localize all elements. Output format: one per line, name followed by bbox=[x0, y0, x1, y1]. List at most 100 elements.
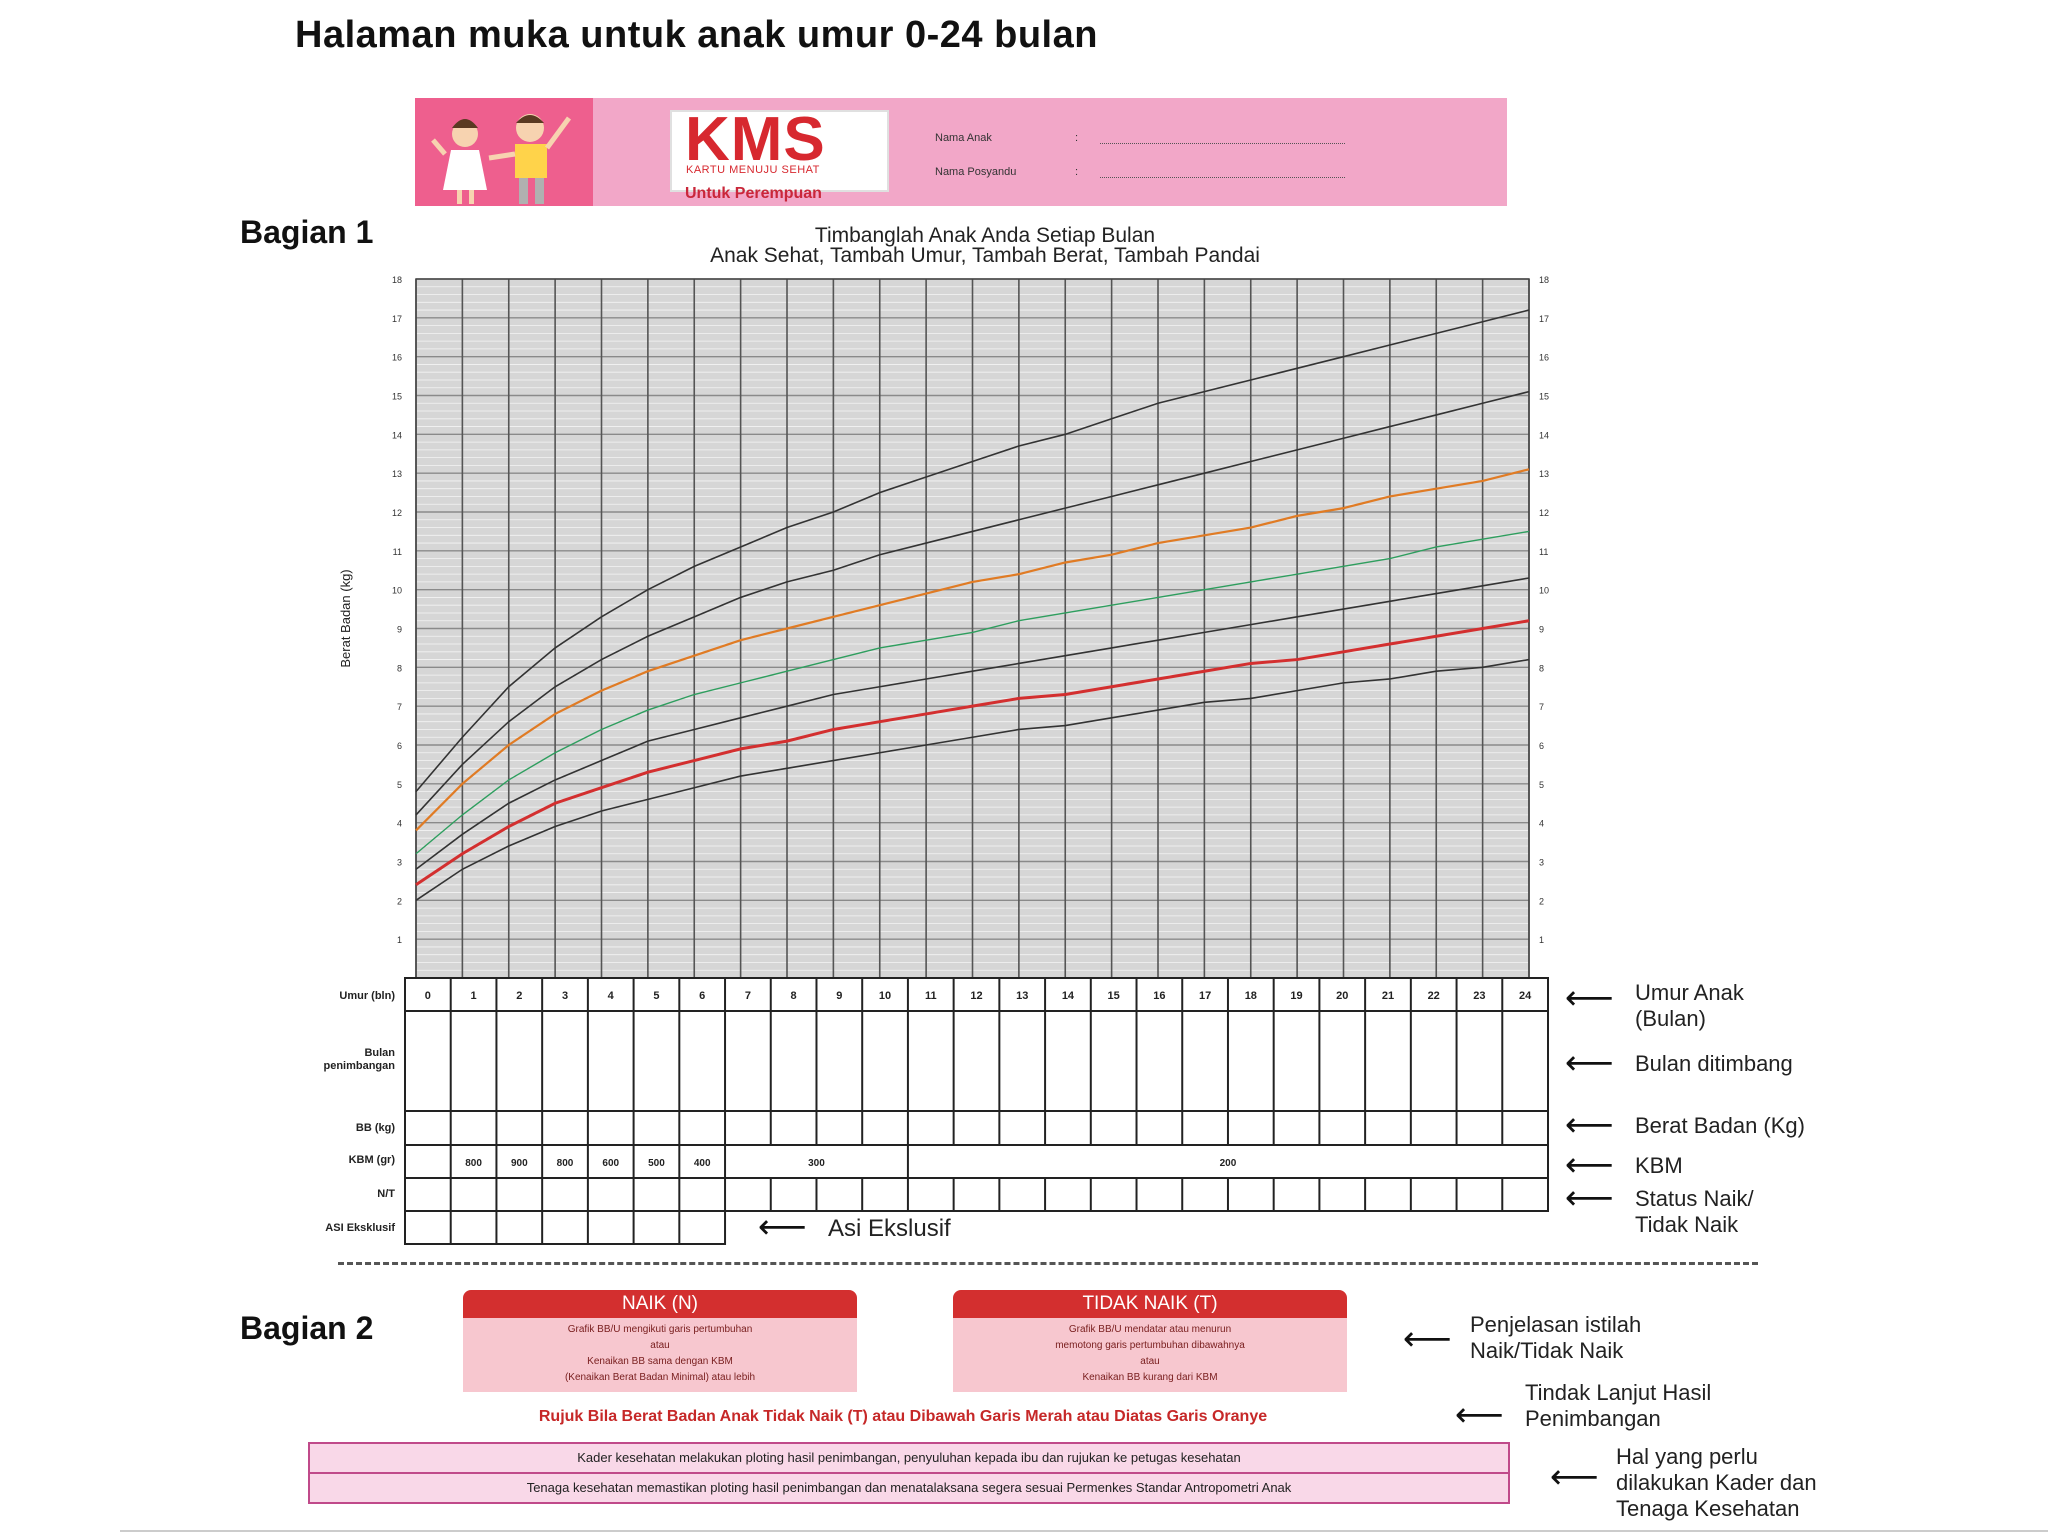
y-tick-label: 3 bbox=[397, 858, 402, 868]
annot-bulan-ditimbang: Bulan ditimbang bbox=[1635, 1051, 1793, 1076]
y-tick-label: 15 bbox=[1539, 392, 1549, 402]
y-tick-label: 4 bbox=[397, 819, 402, 829]
y-tick-label: 16 bbox=[392, 353, 402, 363]
month-label: 3 bbox=[562, 990, 568, 1002]
row-label-bulan: Bulan penimbangan bbox=[323, 1047, 395, 1072]
field-label-nama-anak: Nama Anak bbox=[935, 132, 992, 144]
month-label: 8 bbox=[791, 990, 797, 1002]
tidak-naik-line2: memotong garis pertumbuhan dibawahnya bbox=[1055, 1340, 1245, 1351]
field-input-nama-posyandu[interactable] bbox=[1100, 167, 1345, 178]
table-row bbox=[404, 1177, 1549, 1212]
y-tick-label: 14 bbox=[1539, 430, 1549, 440]
annot-status-1: Status Naik/ bbox=[1635, 1186, 1754, 1211]
growth-curve-2 bbox=[415, 390, 1530, 816]
growth-curve-4 bbox=[415, 530, 1530, 855]
growth-curve-7 bbox=[415, 658, 1530, 901]
tidak-naik-line1: Grafik BB/U mendatar atau menurun bbox=[1068, 1324, 1232, 1335]
kbm-value: 800 bbox=[465, 1158, 482, 1169]
tidak-naik-body: Grafik BB/U mendatar atau menurun memoto… bbox=[953, 1318, 1347, 1392]
y-tick-label: 3 bbox=[1539, 858, 1544, 868]
growth-curve-5 bbox=[415, 577, 1530, 870]
month-label: 22 bbox=[1428, 990, 1440, 1002]
table-row bbox=[404, 977, 1549, 1012]
y-tick-label: 13 bbox=[1539, 469, 1549, 479]
annot-penjelasan-1: Penjelasan istilah bbox=[1470, 1312, 1642, 1337]
y-tick-label: 6 bbox=[1539, 741, 1544, 751]
annot-asi: Asi Ekslusif bbox=[828, 1215, 951, 1242]
arrow-left-icon: ⟵ bbox=[1403, 1320, 1452, 1358]
page-title: Halaman muka untuk anak umur 0-24 bulan bbox=[295, 14, 1098, 56]
y-tick-label: 10 bbox=[392, 586, 402, 596]
arrow-left-icon: ⟵ bbox=[1565, 1179, 1614, 1217]
tidak-naik-box: TIDAK NAIK (T) Grafik BB/U mendatar atau… bbox=[953, 1290, 1347, 1392]
table-row bbox=[404, 1210, 727, 1245]
month-label: 14 bbox=[1062, 990, 1075, 1002]
annot-hal-2: dilakukan Kader dan bbox=[1616, 1470, 1817, 1495]
y-tick-label: 14 bbox=[392, 430, 402, 440]
month-label: 21 bbox=[1382, 990, 1394, 1002]
month-label: 12 bbox=[970, 990, 982, 1002]
section1-subtitle-line2: Anak Sehat, Tambah Umur, Tambah Berat, T… bbox=[710, 244, 1260, 267]
section2-label: Bagian 2 bbox=[240, 1310, 374, 1346]
field-input-nama-anak[interactable] bbox=[1100, 133, 1345, 144]
y-tick-label: 17 bbox=[1539, 314, 1549, 324]
naik-body: Grafik BB/U mengikuti garis pertumbuhan … bbox=[463, 1318, 857, 1392]
annot-hal-3: Tenaga Kesehatan bbox=[1616, 1496, 1800, 1521]
y-tick-label: 8 bbox=[397, 663, 402, 673]
y-tick-label: 11 bbox=[393, 547, 402, 557]
month-label: 20 bbox=[1336, 990, 1348, 1002]
kbm-value: 900 bbox=[511, 1158, 528, 1169]
section1-label: Bagian 1 bbox=[240, 214, 374, 250]
table-row bbox=[404, 1110, 1549, 1146]
y-axis-label: Berat Badan (kg) bbox=[338, 569, 353, 667]
kbm-value: 400 bbox=[694, 1158, 711, 1169]
arrow-left-icon: ⟵ bbox=[758, 1208, 807, 1246]
y-tick-label: 18 bbox=[392, 275, 402, 285]
month-label: 19 bbox=[1290, 990, 1302, 1002]
y-tick-label: 13 bbox=[392, 469, 402, 479]
annot-hal-1: Hal yang perlu bbox=[1616, 1444, 1758, 1469]
field-sep: : bbox=[1075, 132, 1079, 144]
table-row bbox=[404, 1144, 1549, 1179]
row-label-nt: N/T bbox=[377, 1188, 395, 1200]
header-band bbox=[415, 98, 1507, 206]
y-tick-label: 9 bbox=[397, 625, 402, 635]
y-tick-label: 17 bbox=[392, 314, 402, 324]
y-tick-label: 12 bbox=[392, 508, 402, 518]
y-tick-label: 2 bbox=[1539, 896, 1544, 906]
bottom-rule bbox=[120, 1530, 2048, 1532]
month-label: 5 bbox=[653, 990, 659, 1002]
month-label: 13 bbox=[1016, 990, 1028, 1002]
annot-penjelasan-2: Naik/Tidak Naik bbox=[1470, 1338, 1624, 1363]
month-label: 0 bbox=[425, 990, 431, 1002]
month-label: 10 bbox=[879, 990, 891, 1002]
tidak-naik-line3: atau bbox=[1140, 1356, 1160, 1367]
month-label: 1 bbox=[471, 990, 477, 1002]
row-label-asi: ASI Eksklusif bbox=[325, 1222, 395, 1234]
month-label: 9 bbox=[836, 990, 842, 1002]
month-label: 23 bbox=[1473, 990, 1485, 1002]
naik-line2: atau bbox=[650, 1340, 670, 1351]
kbm-value: 500 bbox=[648, 1158, 665, 1169]
y-tick-label: 4 bbox=[1539, 819, 1544, 829]
y-tick-label: 16 bbox=[1539, 353, 1549, 363]
kms-for-label: Untuk Perempuan bbox=[685, 185, 822, 202]
annot-tindak-1: Tindak Lanjut Hasil bbox=[1525, 1380, 1712, 1405]
kbm-value: 600 bbox=[602, 1158, 619, 1169]
y-tick-label: 5 bbox=[1539, 780, 1544, 790]
month-label: 11 bbox=[925, 990, 937, 1002]
y-tick-label: 8 bbox=[1539, 663, 1544, 673]
month-label: 16 bbox=[1153, 990, 1165, 1002]
naik-title: NAIK (N) bbox=[463, 1290, 857, 1318]
naik-line1: Grafik BB/U mengikuti garis pertumbuhan bbox=[567, 1324, 753, 1335]
arrow-left-icon: ⟵ bbox=[1565, 979, 1614, 1017]
arrow-left-icon: ⟵ bbox=[1565, 1106, 1614, 1144]
naik-box: NAIK (N) Grafik BB/U mengikuti garis per… bbox=[463, 1290, 857, 1392]
month-label: 7 bbox=[745, 990, 751, 1002]
growth-curve-3 bbox=[415, 468, 1530, 832]
todo-tenaga: Tenaga kesehatan memastikan ploting hasi… bbox=[308, 1472, 1510, 1504]
y-tick-label: 11 bbox=[1539, 547, 1548, 557]
growth-curve-1 bbox=[415, 309, 1530, 793]
naik-line4: (Kenaikan Berat Badan Minimal) atau lebi… bbox=[564, 1372, 756, 1383]
